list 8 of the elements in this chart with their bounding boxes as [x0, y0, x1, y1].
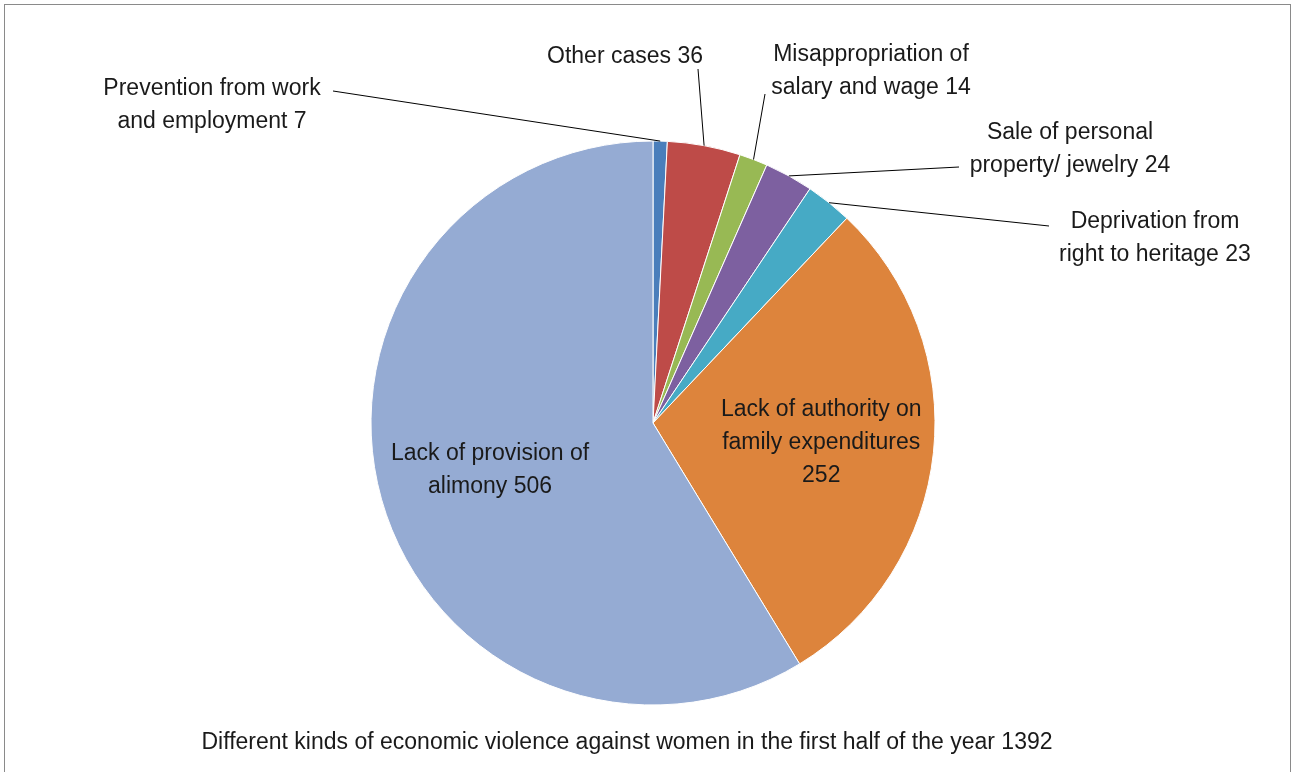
slice-label: Other cases 36	[547, 42, 703, 68]
slice-label: Prevention from work and employment 7	[103, 73, 322, 133]
slice-label: Misappropriation of salary and wage 14	[771, 39, 971, 99]
slice-label: Lack of authority on family expenditures 252	[720, 394, 922, 487]
slice-label: Deprivation from right to heritage 23	[1059, 206, 1251, 266]
slice-label: Sale of personal property/ jewelry 24	[969, 117, 1171, 177]
text: Different kinds of economic violence against women in the first half of the year 1392	[200, 728, 1054, 755]
slice-label: Lack of provision of alimony 506	[391, 439, 590, 499]
